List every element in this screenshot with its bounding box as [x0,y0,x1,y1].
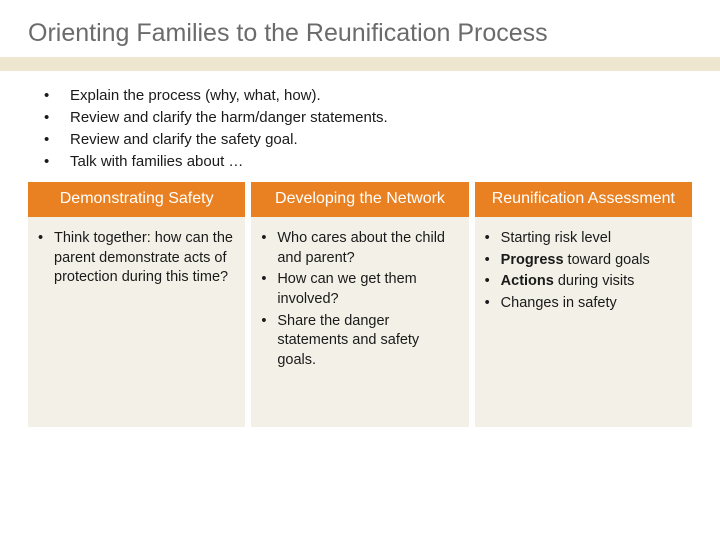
column-bullet-list: Who cares about the child and parent?How… [261,229,458,370]
intro-bullet: Review and clarify the safety goal. [38,129,692,151]
slide: Orienting Families to the Reunification … [0,0,720,540]
column-bullet-list: Starting risk levelProgress toward goals… [485,229,682,313]
intro-bullet: Review and clarify the harm/danger state… [38,107,692,129]
slide-title: Orienting Families to the Reunification … [28,18,692,49]
column-body: Think together: how can the parent demon… [28,217,245,427]
intro-bullet: Talk with families about … [38,151,692,173]
column-developing-network: Developing the Network Who cares about t… [251,182,468,427]
intro-bullet: Explain the process (why, what, how). [38,85,692,107]
column-reunification-assessment: Reunification Assessment Starting risk l… [475,182,692,427]
column-header: Demonstrating Safety [28,182,245,217]
three-column-row: Demonstrating Safety Think together: how… [28,182,692,427]
column-header: Developing the Network [251,182,468,217]
column-demonstrating-safety: Demonstrating Safety Think together: how… [28,182,245,427]
title-band: Orienting Families to the Reunification … [28,18,692,55]
column-bullet-list: Think together: how can the parent demon… [38,229,235,288]
column-body: Who cares about the child and parent?How… [251,217,468,427]
intro-bullet-list: Explain the process (why, what, how). Re… [28,85,692,172]
column-header: Reunification Assessment [475,182,692,217]
title-underline [0,57,720,71]
column-body: Starting risk levelProgress toward goals… [475,217,692,427]
